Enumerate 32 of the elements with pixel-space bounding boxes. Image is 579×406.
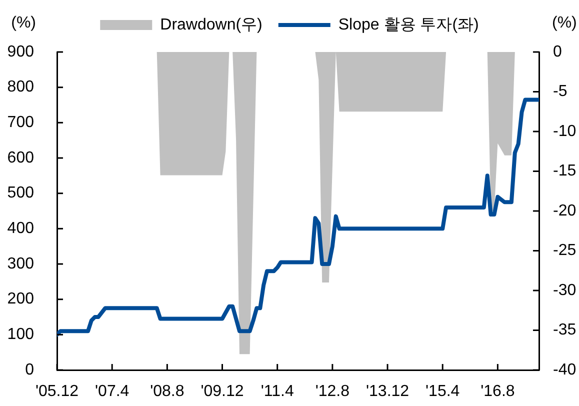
y-tick-label: 100: [7, 326, 34, 344]
y-tick-label: 300: [7, 255, 34, 272]
y-tick-label: 700: [7, 114, 34, 132]
y-tick-label: 600: [7, 149, 34, 166]
y2-axis-title: (%): [552, 14, 577, 32]
x-tick-label: '05.12: [35, 383, 79, 400]
y2-tick-label: -25: [553, 242, 576, 260]
y2-tick-label: -35: [553, 322, 576, 339]
x-tick-label: '09.12: [200, 383, 244, 400]
legend-label: Drawdown(우): [160, 16, 262, 34]
y2-tick-label: 0: [553, 43, 562, 60]
y2-tick-label: -20: [553, 202, 576, 220]
x-tick-label: '08.8: [150, 383, 184, 400]
y2-tick-label: -10: [553, 122, 576, 140]
legend-label: Slope 활용 투자(좌): [338, 16, 479, 34]
x-tick-label: '13.12: [366, 383, 410, 400]
y2-tick-label: -15: [553, 162, 576, 180]
y-tick-label: 200: [7, 290, 34, 308]
y-tick-label: 500: [7, 184, 34, 202]
y-tick-label: 0: [25, 361, 34, 378]
y-tick-label: 900: [7, 43, 34, 60]
y2-tick-label: -40: [553, 361, 576, 378]
y2-tick-label: -30: [553, 282, 576, 299]
x-tick-label: '12.8: [315, 383, 350, 400]
y2-tick-label: -5: [553, 83, 568, 100]
x-tick-label: '11.4: [260, 383, 294, 400]
y-tick-label: 800: [7, 78, 34, 96]
x-tick-label: '16.8: [480, 383, 515, 400]
y-tick-label: 400: [7, 220, 34, 238]
y-axis-title: (%): [11, 14, 36, 32]
x-tick-label: '07.4: [94, 383, 130, 400]
x-tick-label: '15.4: [426, 383, 460, 400]
